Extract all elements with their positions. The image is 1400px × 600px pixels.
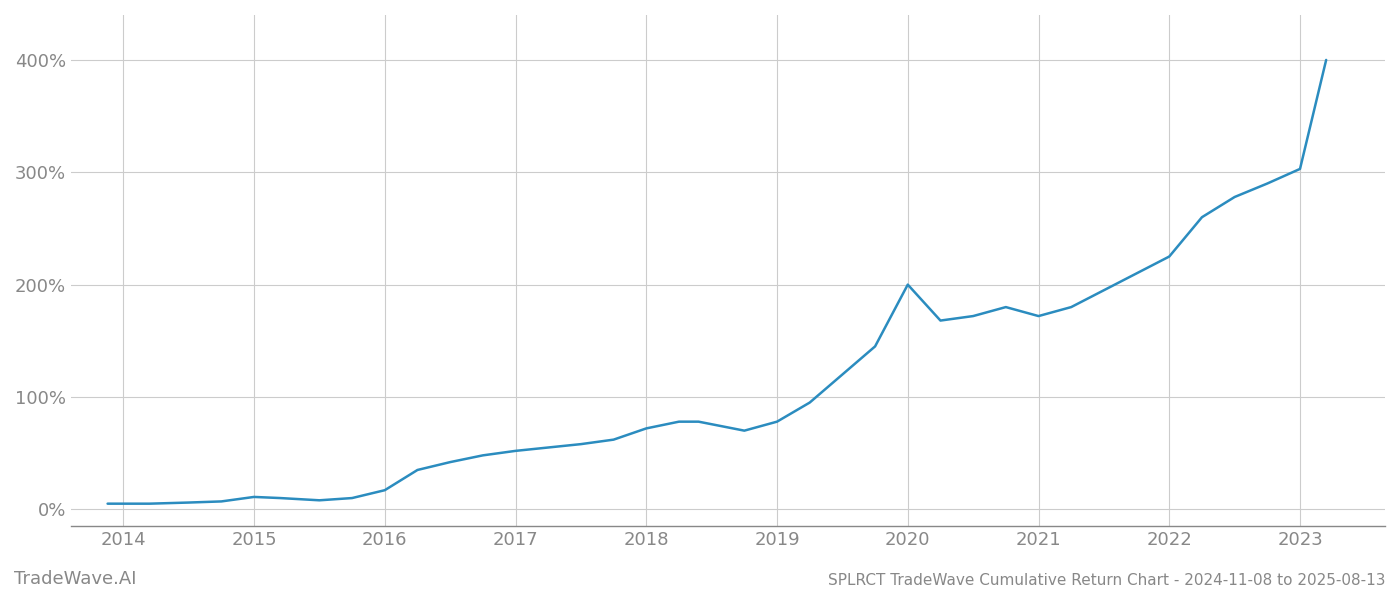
Text: TradeWave.AI: TradeWave.AI <box>14 570 137 588</box>
Text: SPLRCT TradeWave Cumulative Return Chart - 2024-11-08 to 2025-08-13: SPLRCT TradeWave Cumulative Return Chart… <box>829 573 1386 588</box>
